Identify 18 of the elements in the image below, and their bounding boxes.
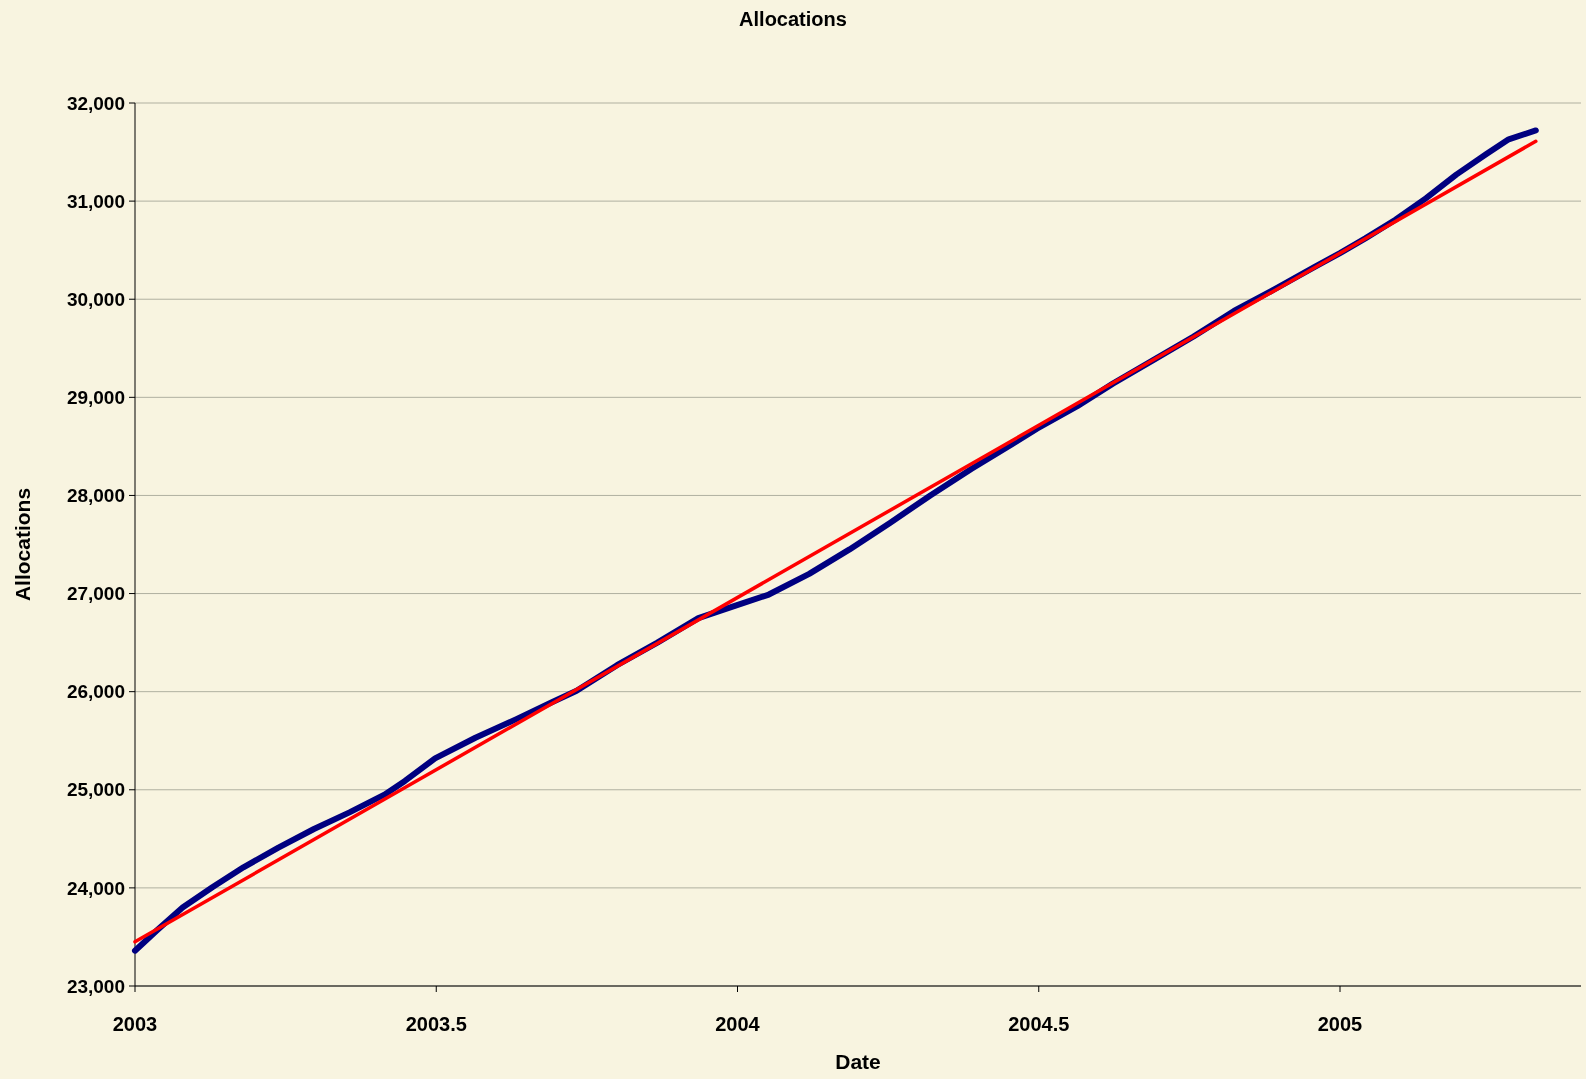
y-tick-label: 27,000 [66, 583, 125, 605]
y-tick-label: 29,000 [66, 386, 125, 408]
y-tick-label: 25,000 [66, 779, 125, 801]
y-tick-label: 28,000 [66, 485, 125, 507]
x-tick-label: 2004.5 [1008, 1013, 1070, 1035]
x-tick-label: 2003 [112, 1013, 158, 1035]
y-tick-label: 24,000 [66, 877, 125, 899]
y-tick-label: 31,000 [66, 190, 125, 212]
chart-title: Allocations [739, 8, 847, 30]
y-tick-label: 32,000 [66, 92, 125, 114]
x-tick-label: 2005 [1317, 1013, 1363, 1035]
y-tick-label: 30,000 [66, 288, 125, 310]
x-tick-label: 2003.5 [405, 1013, 467, 1035]
x-axis-title: Date [835, 1050, 881, 1073]
y-tick-label: 23,000 [66, 975, 125, 997]
x-tick-label: 2004 [715, 1013, 761, 1035]
y-axis-title: Allocations [11, 487, 34, 602]
y-tick-label: 26,000 [66, 681, 125, 703]
